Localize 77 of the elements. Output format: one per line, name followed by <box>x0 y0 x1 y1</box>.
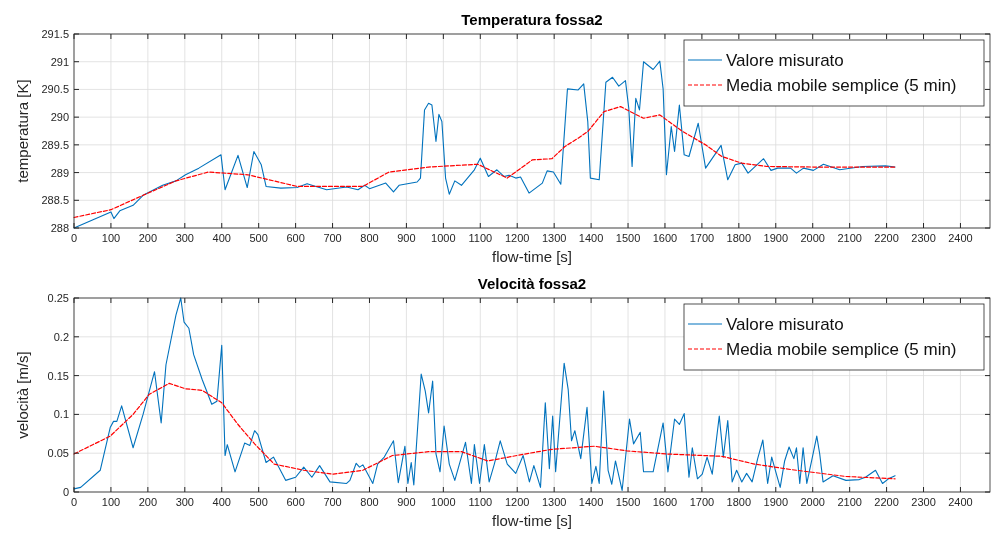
y-tick-label: 291 <box>50 55 69 68</box>
x-axis-title: flow-time [s] <box>491 248 573 265</box>
x-tick-label: 1500 <box>615 496 641 508</box>
x-tick-label: 2100 <box>837 232 862 244</box>
x-tick-label: 1100 <box>468 496 493 508</box>
x-tick-label: 600 <box>286 232 305 244</box>
x-tick-label: 1400 <box>578 496 604 508</box>
x-tick-label: 400 <box>212 496 231 508</box>
line-series <box>73 297 896 491</box>
y-axis-title: temperatura [K] <box>14 79 31 183</box>
x-tick-label: 900 <box>397 232 416 244</box>
x-tick-label: 700 <box>323 232 342 244</box>
x-tick-label: 0 <box>70 496 78 508</box>
x-tick-label: 2000 <box>800 232 825 244</box>
x-tick-label: 0 <box>70 232 78 244</box>
x-tick-label: 1600 <box>652 496 678 508</box>
legend-label: Valore misurato <box>726 315 844 334</box>
y-tick-label: 0.1 <box>53 408 69 421</box>
x-tick-label: 1100 <box>468 232 493 244</box>
y-tick-label: 290 <box>50 111 69 124</box>
x-tick-label: 1700 <box>689 496 715 508</box>
x-tick-label: 1000 <box>431 232 456 244</box>
y-tick-label: 289.5 <box>41 138 69 151</box>
x-tick-label: 900 <box>397 496 416 508</box>
y-tick-label: 0.25 <box>47 292 69 304</box>
x-tick-label: 200 <box>138 496 158 508</box>
x-tick-label: 100 <box>101 232 121 244</box>
y-tick-label: 289 <box>50 166 69 179</box>
y-tick-label: 0.15 <box>47 369 69 382</box>
x-tick-label: 2400 <box>948 232 973 244</box>
x-tick-label: 1200 <box>504 496 530 508</box>
x-tick-label: 2300 <box>911 496 936 508</box>
x-tick-label: 2000 <box>800 496 825 508</box>
x-tick-label: 300 <box>175 496 194 508</box>
x-tick-label: 1800 <box>726 496 752 508</box>
line-series <box>73 382 896 480</box>
x-tick-label: 2100 <box>837 496 862 508</box>
x-tick-label: 1900 <box>763 232 789 244</box>
x-tick-label: 1300 <box>541 496 567 508</box>
x-tick-label: 1400 <box>578 232 604 244</box>
y-tick-label: 0.2 <box>53 330 69 343</box>
y-tick-label: 288.5 <box>41 194 69 207</box>
x-tick-label: 2300 <box>911 232 936 244</box>
x-tick-label: 400 <box>212 232 231 244</box>
x-tick-label: 700 <box>323 496 342 508</box>
x-tick-label: 1000 <box>431 496 456 508</box>
y-axis-title: velocità [m/s] <box>14 351 31 439</box>
x-tick-label: 800 <box>360 496 379 508</box>
x-axis-title: flow-time [s] <box>491 512 573 529</box>
y-tick-label: 291.5 <box>41 28 69 40</box>
x-tick-label: 1600 <box>652 232 678 244</box>
line-series <box>73 106 896 219</box>
x-tick-label: 200 <box>138 232 158 244</box>
legend-label: Media mobile semplice (5 min) <box>726 340 957 359</box>
y-tick-label: 288 <box>50 222 69 234</box>
x-tick-label: 1900 <box>763 496 789 508</box>
x-tick-label: 2200 <box>874 232 899 244</box>
x-tick-label: 500 <box>249 232 268 244</box>
x-tick-label: 1200 <box>504 232 530 244</box>
legend-label: Media mobile semplice (5 min) <box>726 76 957 95</box>
y-tick-label: 290.5 <box>41 83 69 96</box>
chart-title: Temperatura fossa2 <box>461 11 603 28</box>
x-tick-label: 1500 <box>615 232 641 244</box>
x-tick-label: 1800 <box>726 232 752 244</box>
y-tick-label: 0.05 <box>47 447 69 460</box>
x-tick-label: 100 <box>101 496 121 508</box>
x-tick-label: 2400 <box>948 496 973 508</box>
x-tick-label: 500 <box>249 496 268 508</box>
x-tick-label: 300 <box>175 232 194 244</box>
x-tick-label: 2200 <box>874 496 899 508</box>
legend-label: Valore misurato <box>726 51 844 70</box>
x-tick-label: 600 <box>286 496 305 508</box>
chart-title: Velocità fossa2 <box>477 275 587 292</box>
x-tick-label: 800 <box>360 232 379 244</box>
x-tick-label: 1300 <box>541 232 567 244</box>
x-tick-label: 1700 <box>689 232 715 244</box>
y-tick-label: 0 <box>62 486 69 498</box>
